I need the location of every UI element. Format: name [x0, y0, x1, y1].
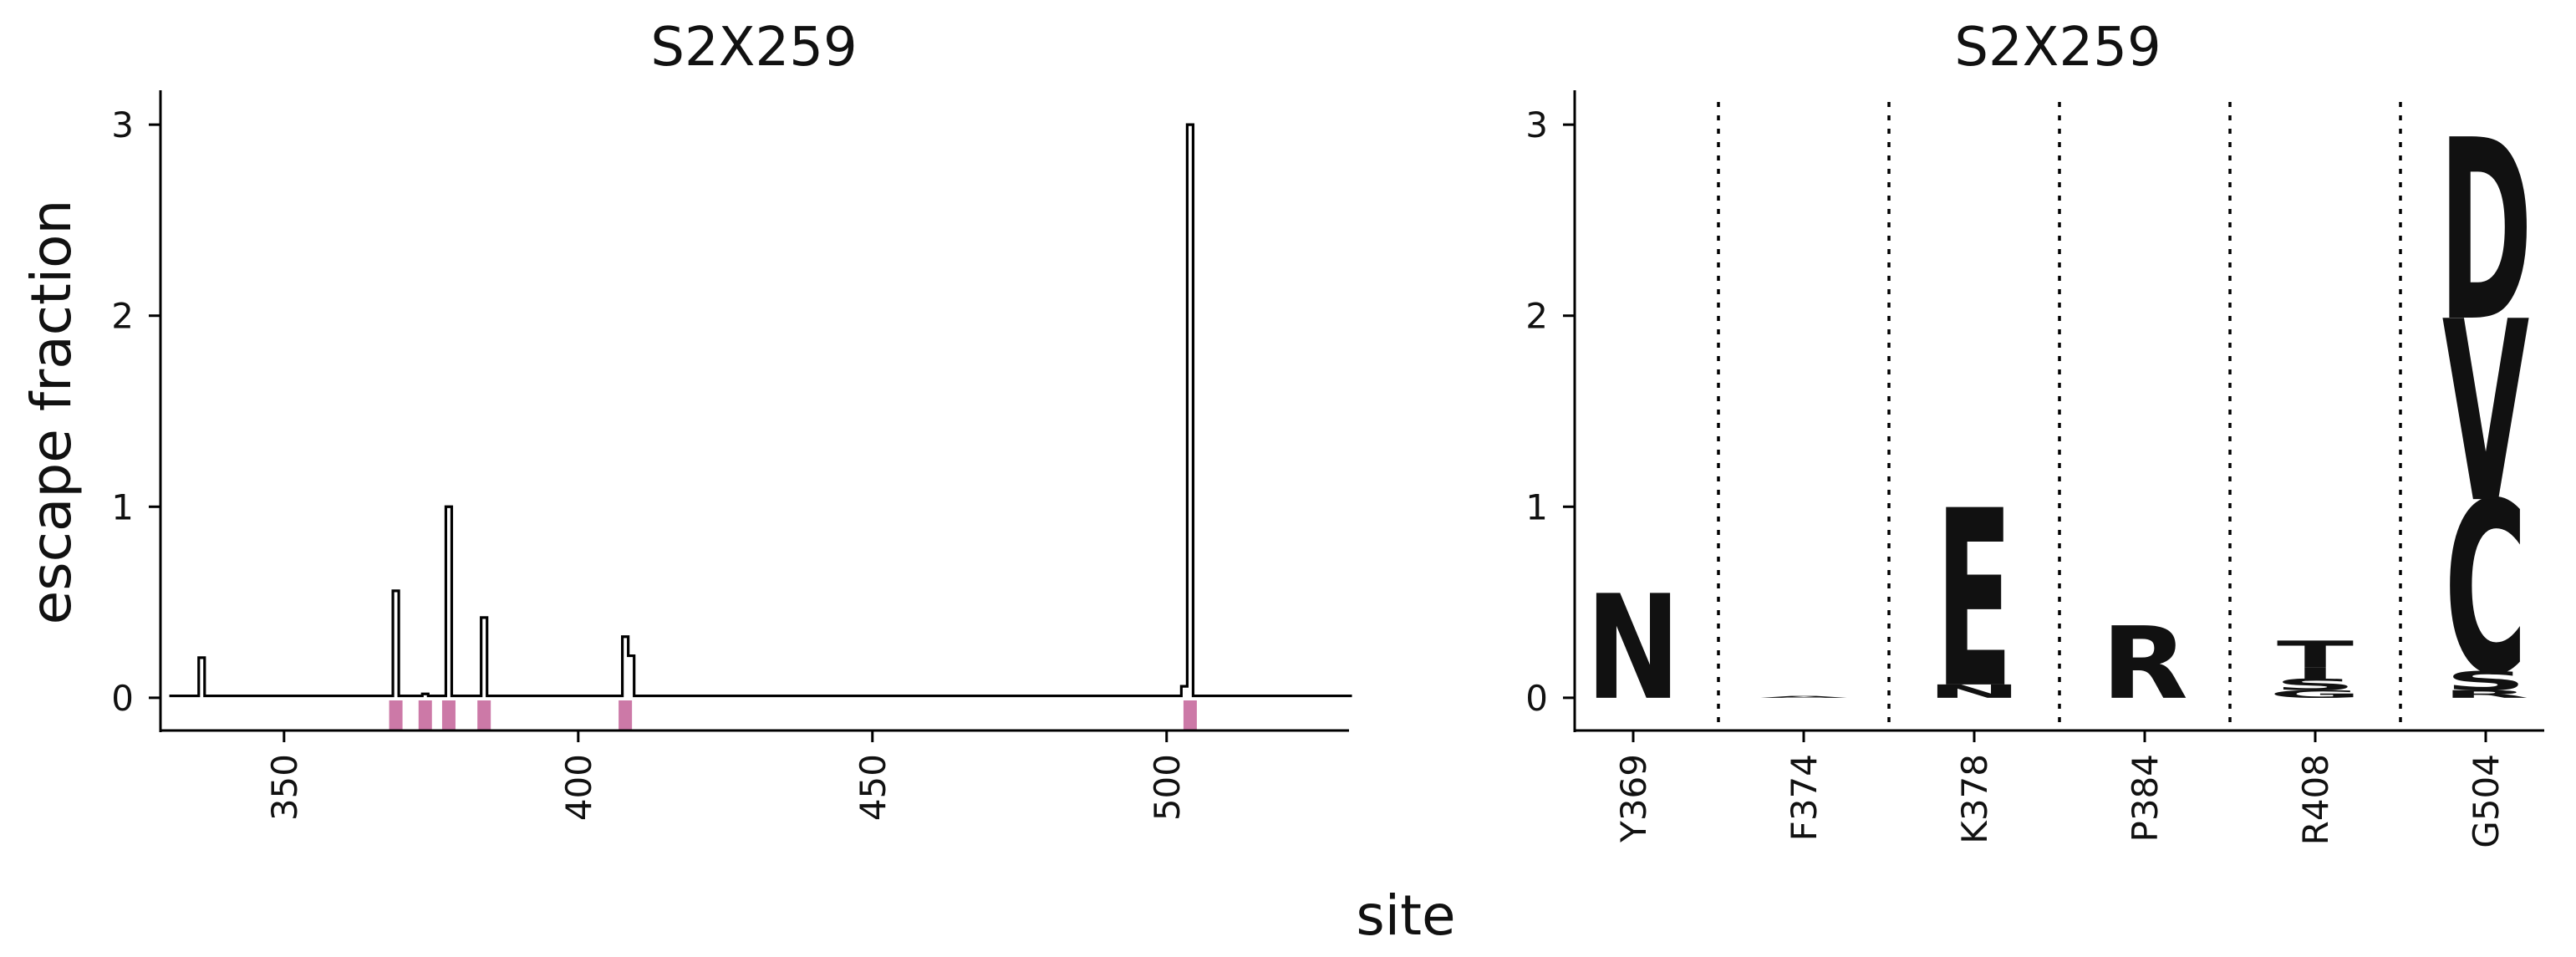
y-tick-label: 2: [1525, 296, 1548, 337]
x-tick-label: 400: [558, 754, 599, 821]
logo-letter: N: [1586, 565, 1681, 732]
right-y-ticks: 0 1 2 3: [1525, 104, 1575, 719]
site-label: G504: [2466, 754, 2507, 848]
logo-letter: T: [2277, 634, 2354, 676]
left-x-ticks: 350 400 450 500: [264, 730, 1188, 821]
site-marker: [418, 700, 432, 730]
logo-letter: C: [2444, 454, 2527, 728]
site-label: P384: [2125, 754, 2166, 842]
site-marker: [477, 700, 491, 730]
site-label: Y369: [1613, 754, 1654, 843]
y-tick-label: 3: [111, 104, 134, 145]
site-dividers: [1717, 102, 2402, 730]
y-tick-label: 3: [1525, 104, 1548, 145]
logo-letter: G: [2269, 688, 2362, 700]
y-tick-label: 1: [111, 486, 134, 527]
x-tick-label: 350: [264, 754, 305, 821]
highlighted-site-markers: [389, 700, 1197, 730]
site-label: F374: [1784, 754, 1825, 841]
logo-letter: E: [1936, 458, 2013, 742]
y-tick-label: 1: [1525, 486, 1548, 527]
logo-letter: N: [1927, 680, 2022, 702]
right-x-ticks: Y369 F374 K378 P384 R408 G504: [1613, 730, 2507, 848]
x-tick-label: 500: [1147, 754, 1188, 821]
logo-letter: R: [2442, 688, 2529, 700]
left-panel-title: S2X259: [650, 17, 857, 79]
escape-line-panel: S2X259 escape fraction 0 1 2 3 350 400 450 500: [19, 17, 1352, 821]
logo-letter: D: [2439, 89, 2533, 377]
site-label: R408: [2295, 754, 2336, 845]
left-y-ticks: 0 1 2 3: [111, 104, 160, 719]
site-label: K378: [1954, 754, 1995, 844]
site-marker: [441, 700, 456, 730]
x-tick-label: 450: [853, 754, 893, 821]
logo-letter: V: [2442, 270, 2529, 558]
logo-letter: I: [2294, 664, 2336, 683]
site-marker: [1183, 700, 1197, 730]
y-tick-label: 0: [1525, 678, 1548, 719]
x-axis-label: site: [1356, 883, 1455, 948]
logo-letter: S: [2445, 666, 2526, 696]
right-panel-title: S2X259: [1954, 17, 2161, 79]
escape-fraction-line: [169, 123, 1352, 698]
logo-letter: A: [1760, 695, 1848, 699]
y-tick-label: 0: [111, 678, 134, 719]
logo-letter: R: [2101, 606, 2188, 721]
y-axis-label: escape fraction: [19, 200, 84, 625]
site-marker: [389, 700, 403, 730]
site-marker: [619, 700, 633, 730]
logo-letter: S: [2274, 675, 2355, 694]
y-tick-label: 2: [111, 296, 134, 337]
